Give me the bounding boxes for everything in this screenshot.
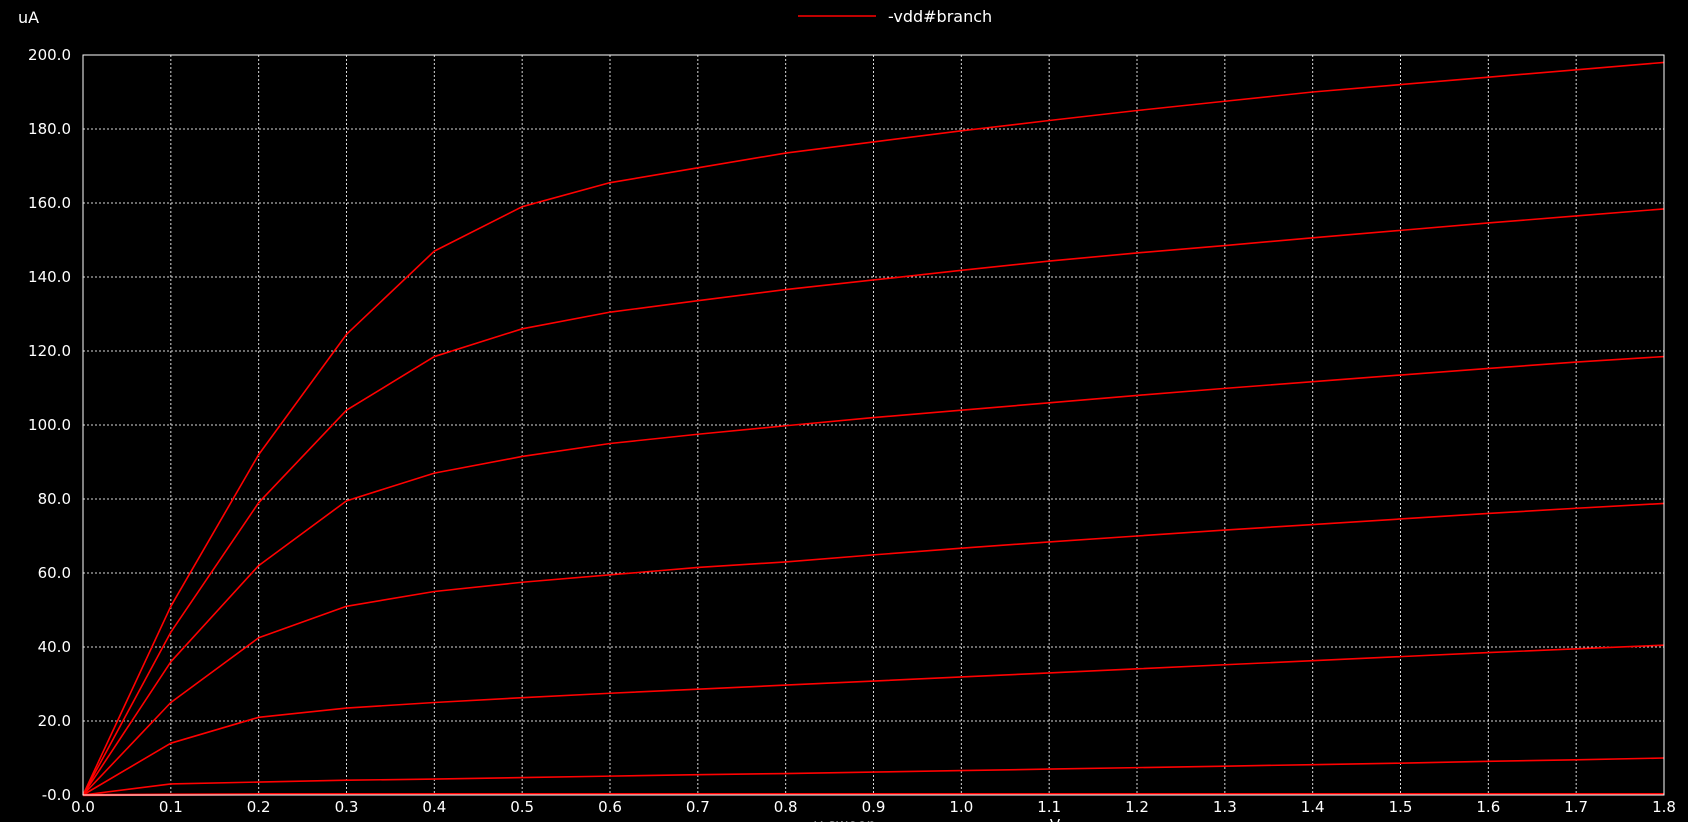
x-tick-label: 0.4: [422, 798, 446, 816]
y-tick-label: 120.0: [28, 342, 71, 360]
x-tick-label: 0.5: [510, 798, 534, 816]
x-tick-label: 1.1: [1037, 798, 1061, 816]
series-line: [82, 208, 1665, 796]
x-tick-label: 0.0: [71, 798, 95, 816]
y-tick-label: 20.0: [38, 712, 71, 730]
x-tick-label: 0.9: [862, 798, 886, 816]
x-tick-label: 1.6: [1476, 798, 1500, 816]
y-tick-label: 180.0: [28, 120, 71, 138]
y-tick-label: 160.0: [28, 194, 71, 212]
x-tick-label: 0.7: [686, 798, 710, 816]
x-tick-label: 1.0: [949, 798, 973, 816]
x-tick-label: 0.3: [335, 798, 359, 816]
x-tick-label: 1.8: [1652, 798, 1676, 816]
y-tick-label: 140.0: [28, 268, 71, 286]
plot-frame: [82, 54, 1665, 796]
axis-ticks: 0.0 0.1 0.2 0.3 0.4 0.5 0.6 0.7 0.8 0.9 1.0 1.1 1.2 1…: [28, 46, 1676, 816]
x-tick-label: 1.5: [1389, 798, 1413, 816]
y-tick-label: 80.0: [38, 490, 71, 508]
y-tick-label: 40.0: [38, 638, 71, 656]
x-tick-label: 0.2: [247, 798, 271, 816]
legend-label: -vdd#branch: [888, 7, 992, 26]
series-line: [82, 61, 1665, 796]
series-line: [82, 502, 1665, 796]
x-tick-label: 1.7: [1564, 798, 1588, 816]
y-axis-unit: uA: [18, 8, 39, 27]
series-lines: [82, 61, 1665, 797]
series-line: [82, 757, 1665, 796]
x-tick-label: 0.1: [159, 798, 183, 816]
x-tick-label: 1.4: [1301, 798, 1325, 816]
y-tick-label: 200.0: [28, 46, 71, 64]
legend: -vdd#branch: [798, 7, 992, 26]
series-line: [82, 644, 1665, 796]
grid: [83, 55, 1664, 795]
series-line: [82, 793, 1664, 797]
x-tick-label: 1.2: [1125, 798, 1149, 816]
x-tick-label: 1.3: [1213, 798, 1237, 816]
x-axis-label: v-sweep: [814, 816, 876, 822]
series-line: [82, 355, 1665, 796]
y-tick-label: 100.0: [28, 416, 71, 434]
y-tick-label: -0.0: [42, 786, 71, 804]
x-tick-label: 0.6: [598, 798, 622, 816]
x-tick-label: 0.8: [774, 798, 798, 816]
y-tick-label: 60.0: [38, 564, 71, 582]
x-axis-unit: V: [1050, 816, 1061, 822]
